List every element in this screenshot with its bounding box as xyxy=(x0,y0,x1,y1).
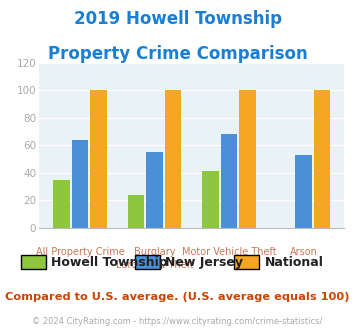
Bar xyxy=(314,90,330,228)
Text: © 2024 CityRating.com - https://www.cityrating.com/crime-statistics/: © 2024 CityRating.com - https://www.city… xyxy=(32,317,323,326)
Text: All Property Crime: All Property Crime xyxy=(36,247,124,257)
Bar xyxy=(221,134,237,228)
Bar xyxy=(239,90,256,228)
Bar xyxy=(146,152,163,228)
Bar xyxy=(202,171,219,228)
Bar xyxy=(72,140,88,228)
Bar xyxy=(165,90,181,228)
Text: Arson: Arson xyxy=(289,247,317,257)
Bar xyxy=(53,180,70,228)
Text: Howell Township: Howell Township xyxy=(51,256,168,269)
Text: Compared to U.S. average. (U.S. average equals 100): Compared to U.S. average. (U.S. average … xyxy=(5,292,350,302)
Text: Burglary: Burglary xyxy=(134,247,175,257)
Text: Motor Vehicle Theft: Motor Vehicle Theft xyxy=(182,247,276,257)
Text: Property Crime Comparison: Property Crime Comparison xyxy=(48,45,307,63)
Bar xyxy=(128,195,144,228)
Text: 2019 Howell Township: 2019 Howell Township xyxy=(73,10,282,28)
Bar xyxy=(295,155,312,228)
Text: Larceny & Theft: Larceny & Theft xyxy=(116,260,193,270)
Text: National: National xyxy=(264,256,323,269)
Bar xyxy=(91,90,107,228)
Text: New Jersey: New Jersey xyxy=(165,256,243,269)
